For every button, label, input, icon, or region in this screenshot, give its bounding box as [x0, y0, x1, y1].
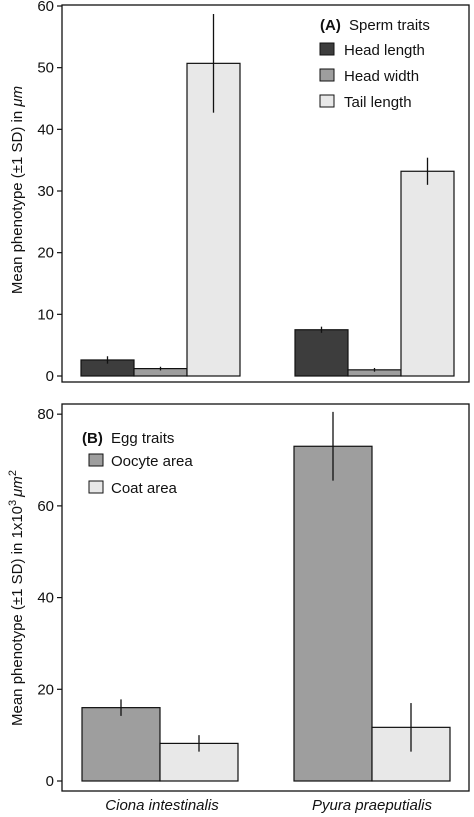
panel-a-legend-label-2: Tail length — [344, 94, 412, 111]
category-label-ciona: Ciona intestinalis — [105, 797, 219, 814]
panel-a-legend-title: (A) Sperm traits — [320, 17, 430, 34]
panel-a-ylabel-unit: μm — [9, 86, 26, 108]
panel-a-ytick-label-5: 50 — [37, 60, 54, 77]
panel-b-legend-title: (B) Egg traits — [82, 430, 174, 447]
panel-a-ytick-label-6: 60 — [37, 0, 54, 15]
panel-b-ytick-label-3: 60 — [37, 498, 54, 515]
panel-a-legend-label-1: Head width — [344, 68, 419, 85]
panel-b-legend-swatch-0 — [88, 453, 104, 467]
panel-b-ytick-label-4: 80 — [37, 406, 54, 423]
panel-b-yticks: 0 20 40 60 80 — [37, 406, 62, 790]
panel-a-ytick-label-2: 20 — [37, 245, 54, 262]
panel-b-legend-label-1: Coat area — [111, 480, 178, 497]
panel-a-legend: (A) Sperm traits Head length Head width Ta… — [319, 17, 430, 111]
panel-a-legend-title-text: Sperm traits — [349, 17, 430, 34]
panel-a-legend-swatch-0 — [319, 42, 335, 56]
panel-b-bars — [81, 411, 451, 782]
panel-b-ylabel-sup2: 2 — [7, 470, 19, 476]
panel-a-ytick-label-3: 30 — [37, 183, 54, 200]
panel-a-bars — [80, 14, 455, 377]
panel-a-ytick-label-1: 10 — [37, 306, 54, 323]
panel-b-legend-label-0: Oocyte area — [111, 453, 193, 470]
panel-a-ytick-label-4: 40 — [37, 121, 54, 138]
panel-b-bar-oocyte-area-0 — [81, 707, 161, 782]
panel-b-ylabel-unit: μm — [9, 476, 26, 498]
panel-a-legend-swatch-1 — [319, 68, 335, 82]
panel-b-ytick-label-2: 40 — [37, 590, 54, 607]
panel-b-ylabel-sup: 3 — [7, 500, 19, 506]
panel-b-legend: (B) Egg traits Oocyte area Coat area — [82, 430, 193, 497]
panel-a-bar-head-length-1 — [294, 329, 349, 377]
panel-a-frame — [61, 4, 470, 383]
panel-b-ytick-label-0: 0 — [46, 773, 54, 790]
panel-b-legend-swatch-1 — [88, 480, 104, 494]
panel-b-ylabel-prefix: Mean phenotype (±1 SD) in 1x10 — [9, 506, 26, 726]
panel-a-legend-label-0: Head length — [344, 42, 425, 59]
panel-a-ylabel: Mean phenotype (±1 SD) in μm — [9, 86, 26, 294]
panel-a-ylabel-prefix: Mean phenotype (±1 SD) in — [9, 107, 26, 295]
panel-b-bar-oocyte-area-1 — [293, 445, 373, 782]
panel-a-legend-letter: (A) — [320, 17, 341, 34]
panel-b-ytick-label-1: 20 — [37, 681, 54, 698]
panel-a-yticks: 0 10 20 30 40 50 60 — [37, 0, 62, 385]
category-label-pyura: Pyura praeputialis — [312, 797, 433, 814]
panel-b-legend-title-text: Egg traits — [111, 430, 174, 447]
panel-b-legend-letter: (B) — [82, 430, 103, 447]
panel-a-legend-swatch-2 — [319, 94, 335, 108]
panel-a-bar-tail-length-0 — [186, 62, 241, 377]
panel-b-ylabel: Mean phenotype (±1 SD) in 1x103 μm2 — [7, 470, 26, 726]
panel-a-ytick-label-0: 0 — [46, 368, 54, 385]
panel-a-bar-tail-length-1 — [400, 170, 455, 377]
